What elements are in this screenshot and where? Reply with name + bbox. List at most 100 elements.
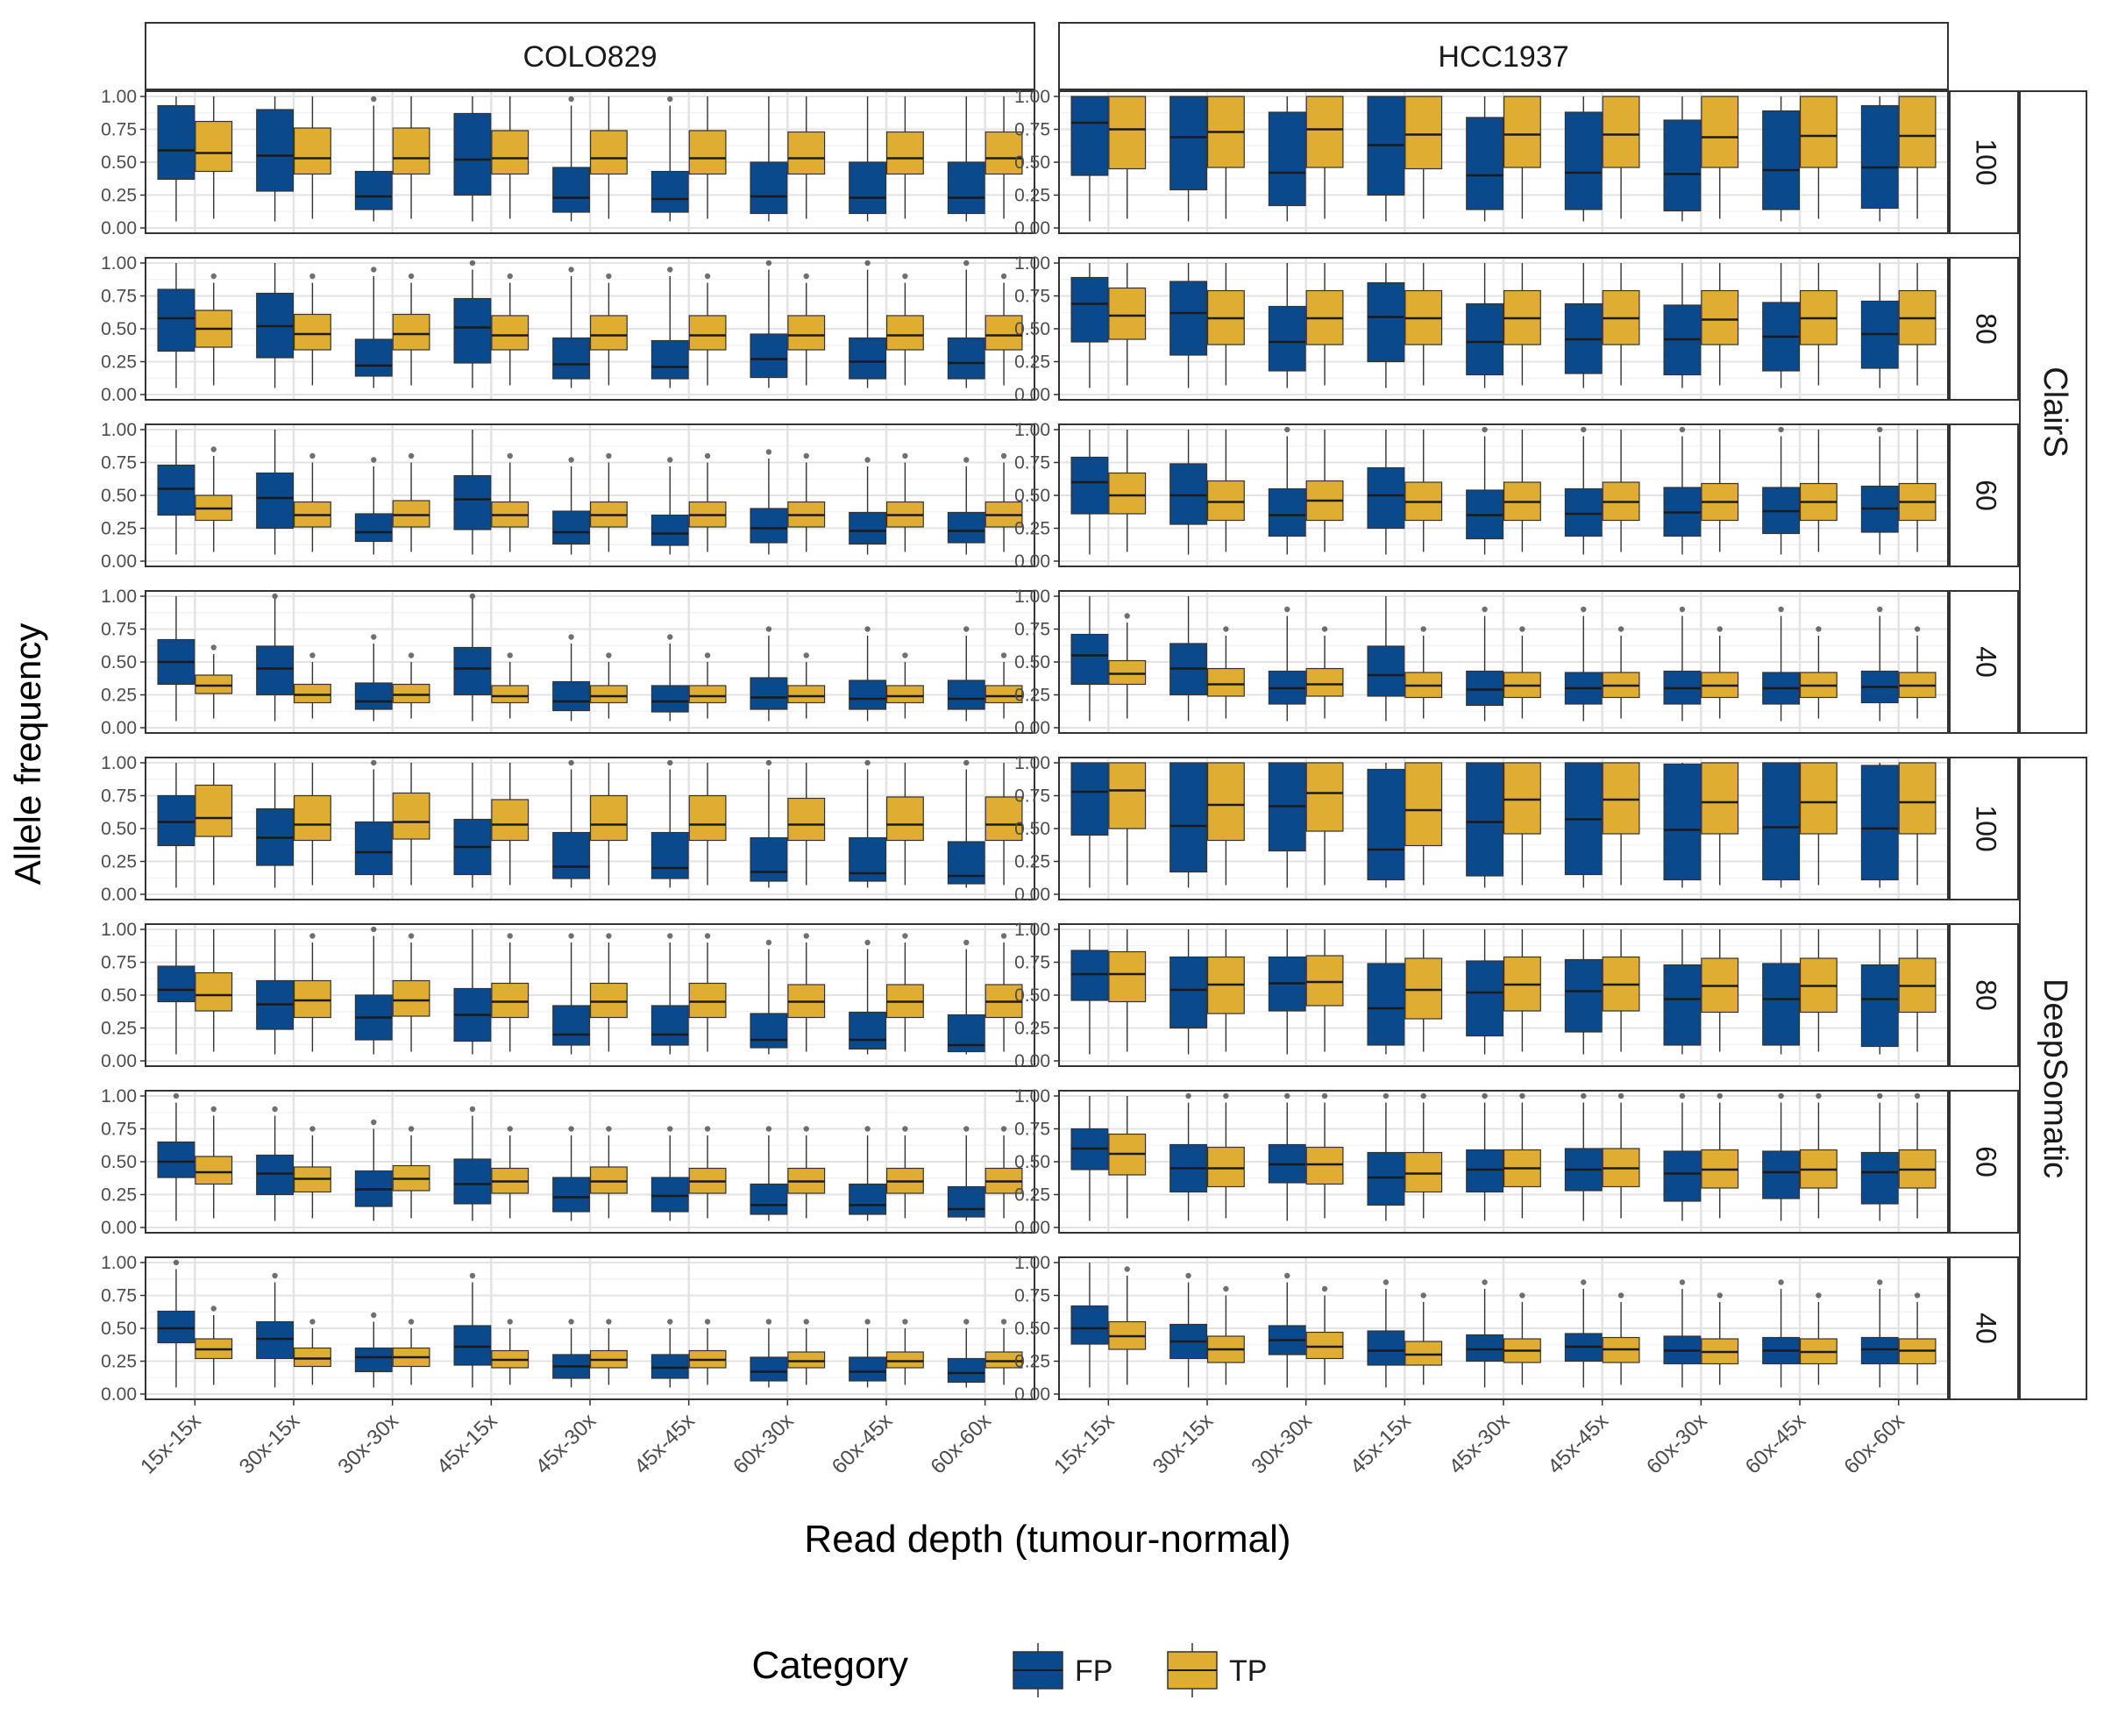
y-tick-label: 0.75	[101, 1120, 137, 1140]
row-strip-label: 80	[1971, 313, 2002, 345]
outlier-point	[1877, 606, 1883, 613]
outlier-point	[568, 933, 574, 939]
box-tp	[885, 1351, 924, 1369]
outlier-point	[1482, 1279, 1488, 1285]
y-tick-label: 0.75	[101, 453, 137, 473]
outlier-point	[864, 457, 871, 463]
outlier-point	[803, 452, 809, 459]
box-fp	[1367, 281, 1405, 363]
y-tick-label: 0.00	[1014, 885, 1050, 905]
facet-panel-clairs-80-hcc1937: 0.00 0.25 0.50 0.75 1.00	[1014, 253, 1949, 405]
outlier-point	[704, 933, 711, 939]
outlier-point	[963, 759, 970, 766]
outlier-point	[568, 634, 574, 640]
box-tp	[293, 683, 331, 704]
box-tp	[491, 982, 530, 1019]
outlier-point	[667, 267, 673, 273]
row-strip-label: 80	[1971, 979, 2002, 1011]
box-fp	[750, 1013, 788, 1049]
box-tp	[1305, 762, 1344, 832]
box-fp	[1268, 111, 1306, 207]
box-tp	[1305, 1146, 1344, 1185]
outlier-point	[408, 452, 415, 459]
y-tick-label: 1.00	[101, 420, 137, 440]
outlier-point	[1617, 1092, 1624, 1099]
outlier-point	[864, 260, 871, 267]
box-fp	[1860, 1336, 1899, 1365]
box-tp	[885, 315, 924, 351]
box-tp	[787, 685, 826, 704]
x-tick-label: 60x-30x	[729, 1409, 798, 1478]
box-tp	[1404, 957, 1443, 1020]
box-tp	[1799, 762, 1837, 835]
x-tick-label: 30x-15x	[235, 1409, 304, 1478]
box-tp	[984, 796, 1023, 842]
y-tick-label: 0.25	[101, 519, 137, 539]
facet-panels: 0.00 0.25 0.50 0.75 1.00 0.00 0.25 0.50 0.75 1.00…	[101, 87, 1949, 1479]
outlier-point	[309, 933, 316, 939]
y-tick-label: 0.50	[101, 819, 137, 839]
row-strip-label: 100	[1971, 805, 2002, 851]
outlier-point	[272, 593, 278, 600]
facet-panel-deepsomatic-40-colo829: 0.00 0.25 0.50 0.75 1.00 15x-15x 30x-15x 30x-30…	[101, 1253, 1035, 1479]
box-tp	[787, 797, 826, 842]
y-tick-label: 0.25	[101, 686, 137, 706]
box-fp	[157, 965, 195, 1003]
x-tick-label: 30x-30x	[333, 1409, 402, 1478]
facet-panel-clairs-60-colo829: 0.00 0.25 0.50 0.75 1.00	[101, 420, 1035, 572]
legend: Category FP TP	[751, 1643, 1267, 1697]
box-fp	[256, 1154, 295, 1196]
y-tick-label: 0.75	[1014, 620, 1050, 640]
box-fp	[1663, 964, 1702, 1046]
box-fp	[552, 1005, 591, 1046]
group-strip-clairs: ClairS	[2019, 90, 2087, 734]
outlier-point	[568, 267, 574, 273]
box-tp	[392, 683, 430, 704]
box-fp	[256, 472, 295, 530]
outlier-point	[765, 626, 772, 632]
y-tick-label: 0.50	[1014, 486, 1050, 506]
box-tp	[392, 792, 430, 840]
x-tick-label: 60x-45x	[1741, 1409, 1810, 1478]
box-fp	[650, 685, 689, 713]
y-tick-label: 1.00	[101, 253, 137, 274]
outlier-point	[1321, 1285, 1328, 1292]
box-fp	[1564, 487, 1603, 537]
y-tick-label: 0.25	[1014, 186, 1050, 206]
outlier-point	[765, 449, 772, 455]
outlier-point	[568, 96, 574, 103]
strip-box	[1058, 22, 1949, 90]
y-tick-label: 0.50	[1014, 819, 1050, 839]
box-tp	[293, 794, 331, 842]
outlier-point	[1816, 626, 1822, 632]
outlier-point	[902, 273, 908, 280]
facet-panel-clairs-80-colo829: 0.00 0.25 0.50 0.75 1.00	[101, 253, 1035, 405]
outlier-point	[1420, 1092, 1426, 1099]
outlier-point	[864, 626, 871, 632]
outlier-point	[1124, 1266, 1130, 1272]
outlier-point	[704, 652, 711, 658]
box-fp	[750, 333, 788, 379]
box-fp	[1169, 463, 1208, 525]
outlier-point	[507, 1319, 513, 1325]
box-fp	[1367, 466, 1405, 530]
box-fp	[947, 1357, 985, 1384]
box-fp	[354, 338, 393, 377]
x-tick-label: 30x-30x	[1247, 1409, 1316, 1478]
box-tp	[1898, 96, 1937, 168]
outlier-point	[1000, 273, 1007, 280]
row-strip-deepsomatic-60: 60	[1949, 1090, 2019, 1234]
outlier-point	[704, 1126, 711, 1132]
box-tp	[1503, 96, 1541, 168]
outlier-point	[864, 1319, 871, 1325]
outlier-point	[309, 452, 316, 459]
outlier-point	[507, 273, 513, 280]
box-tp	[1701, 96, 1739, 168]
box-fp	[1367, 1151, 1405, 1206]
outlier-point	[803, 933, 809, 939]
y-tick-label: 1.00	[1014, 1086, 1050, 1106]
outlier-point	[173, 1259, 180, 1266]
box-fp	[1070, 96, 1109, 176]
outlier-point	[507, 933, 513, 939]
box-tp	[1701, 762, 1739, 835]
